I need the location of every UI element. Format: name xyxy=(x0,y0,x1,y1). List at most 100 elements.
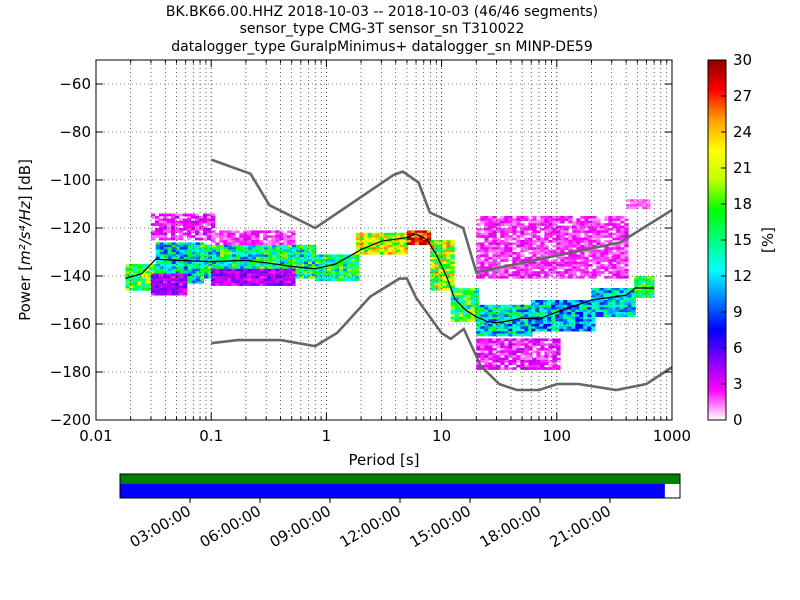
psd-cell xyxy=(207,220,212,224)
psd-cell xyxy=(571,307,576,310)
psd-cell xyxy=(508,220,513,224)
psd-cell xyxy=(608,218,613,222)
psd-cell xyxy=(171,216,176,219)
psd-cell xyxy=(387,232,393,236)
psd-cell xyxy=(536,220,541,224)
psd-cell xyxy=(171,232,176,236)
psd-cell xyxy=(596,256,601,260)
psd-cell xyxy=(279,278,284,282)
psd-cell xyxy=(434,256,439,260)
psd-cell xyxy=(492,259,497,262)
psd-cell xyxy=(599,304,604,308)
psd-cell xyxy=(438,283,443,286)
psd-cell xyxy=(244,266,249,270)
psd-cell xyxy=(151,288,156,291)
psd-cell xyxy=(488,326,493,330)
psd-cell xyxy=(484,304,489,308)
psd-cell xyxy=(446,264,451,267)
psd-cell xyxy=(319,261,324,265)
psd-cell xyxy=(183,268,188,272)
psd-cell xyxy=(458,297,463,301)
psd-cell xyxy=(556,350,561,354)
psd-cell xyxy=(612,252,617,255)
psd-cell xyxy=(252,264,257,267)
psd-cell xyxy=(484,352,489,356)
psd-cell xyxy=(591,295,596,298)
psd-cell xyxy=(406,232,412,236)
psd-cell xyxy=(540,216,545,219)
psd-cell xyxy=(620,228,625,231)
psd-cell xyxy=(141,266,146,270)
x-tick-label: 10 xyxy=(432,427,451,445)
psd-cell xyxy=(496,319,501,322)
psd-cell xyxy=(571,312,576,315)
psd-cell xyxy=(496,273,501,277)
psd-cell xyxy=(208,249,213,253)
psd-cell xyxy=(500,343,505,346)
psd-cell xyxy=(512,312,517,315)
psd-cell xyxy=(532,220,537,224)
timeline-bar-1 xyxy=(120,484,665,498)
psd-cell xyxy=(484,240,489,243)
psd-cell xyxy=(183,276,188,279)
psd-cell xyxy=(576,237,581,241)
psd-cell xyxy=(619,295,624,298)
psd-cell xyxy=(508,321,513,325)
psd-cell xyxy=(133,283,138,286)
psd-cell xyxy=(616,216,621,219)
psd-cell xyxy=(171,283,176,286)
psd-cell xyxy=(488,228,493,231)
psd-cell xyxy=(179,271,184,274)
psd-cell xyxy=(476,223,481,226)
psd-cell xyxy=(496,350,501,354)
psd-cell xyxy=(634,283,639,286)
psd-cell xyxy=(458,290,463,294)
psd-cell xyxy=(438,256,443,260)
x-axis-label: Period [s] xyxy=(348,451,419,469)
psd-cell xyxy=(171,249,176,253)
psd-cell xyxy=(163,242,168,246)
psd-cell xyxy=(308,244,313,248)
psd-cell xyxy=(224,254,229,258)
psd-cell xyxy=(442,283,447,286)
psd-cell xyxy=(536,343,541,346)
psd-cell xyxy=(492,328,497,332)
psd-cell xyxy=(454,290,459,294)
psd-cell xyxy=(492,235,497,238)
psd-cell xyxy=(191,261,196,265)
psd-cell xyxy=(631,300,636,303)
psd-cell xyxy=(446,252,451,255)
psd-cell xyxy=(175,290,180,294)
psd-cell xyxy=(504,307,509,310)
psd-cell xyxy=(414,240,420,243)
psd-cell xyxy=(211,235,216,238)
psd-cell xyxy=(607,295,612,298)
psd-cell xyxy=(516,316,521,320)
psd-cell xyxy=(476,242,481,246)
psd-cell xyxy=(244,252,249,255)
psd-cell xyxy=(504,220,509,224)
psd-cell xyxy=(252,256,257,260)
psd-cell xyxy=(430,256,435,260)
psd-cell xyxy=(516,230,521,234)
psd-cell xyxy=(179,266,184,270)
psd-cell xyxy=(211,273,216,277)
psd-cell xyxy=(167,213,172,217)
psd-cell xyxy=(145,283,150,286)
psd-cell xyxy=(204,256,209,260)
psd-cell xyxy=(288,249,293,253)
psd-region-11 xyxy=(634,276,655,298)
psd-cell xyxy=(462,295,467,298)
psd-cell xyxy=(559,328,564,332)
psd-cell xyxy=(251,242,256,246)
psd-cell xyxy=(512,338,517,342)
psd-cell xyxy=(484,326,489,330)
psd-cell xyxy=(556,271,561,274)
psd-cell xyxy=(387,244,393,248)
psd-cell xyxy=(204,264,209,267)
psd-cell xyxy=(195,247,200,250)
psd-cell xyxy=(532,242,537,246)
psd-cell xyxy=(267,268,272,272)
psd-cell xyxy=(264,252,269,255)
psd-cell xyxy=(476,309,481,313)
